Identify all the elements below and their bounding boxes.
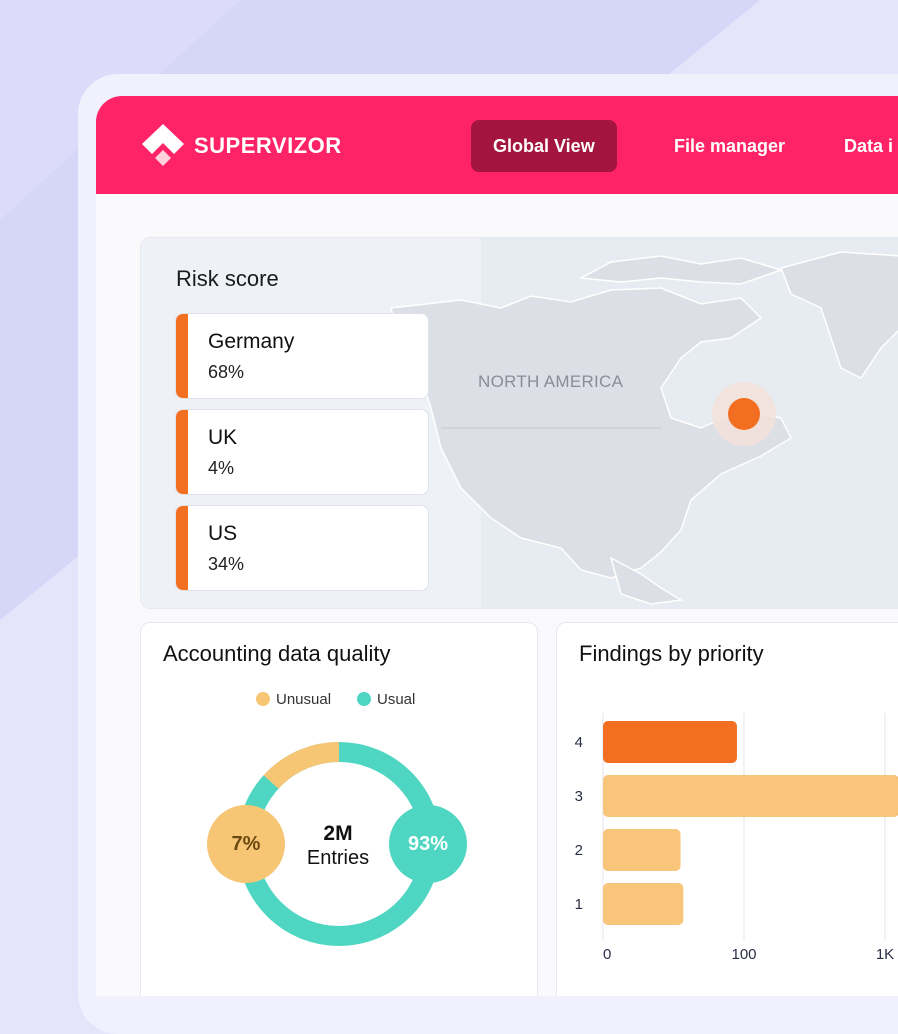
bar-priority-1	[603, 883, 684, 925]
nav-file-manager[interactable]: File manager	[674, 136, 786, 156]
legend-dot-usual	[357, 692, 371, 706]
x-tick-label: 0	[603, 946, 611, 963]
risk-indicator-bar	[176, 410, 188, 494]
y-tick-label: 1	[575, 896, 583, 913]
nav-data-item[interactable]: Data i	[844, 136, 894, 156]
donut-center-label: Entries	[306, 847, 370, 869]
risk-indicator-bar	[176, 314, 188, 398]
risk-item-germany[interactable]: Germany 68%	[175, 313, 429, 399]
x-tick-label: 100	[731, 946, 756, 963]
risk-item-uk[interactable]: UK 4%	[175, 409, 429, 495]
bar-priority-2	[603, 829, 681, 871]
usual-percentage: 93%	[389, 805, 467, 883]
supervizor-logo-icon	[142, 124, 184, 166]
risk-item-us[interactable]: US 34%	[175, 505, 429, 591]
risk-country: UK	[208, 426, 238, 449]
quality-title: Accounting data quality	[163, 641, 391, 666]
accounting-quality-card: Accounting data quality Unusual Usual 2M…	[140, 622, 538, 996]
risk-score-title: Risk score	[176, 266, 279, 291]
donut-center-value: 2M	[323, 822, 353, 845]
risk-location-marker	[728, 398, 760, 430]
legend-label: Unusual	[276, 691, 332, 708]
risk-country: Germany	[208, 330, 295, 353]
y-tick-label: 2	[575, 842, 583, 859]
nav-global-view[interactable]: Global View	[471, 120, 617, 172]
risk-map-card: Risk score Germany 68% UK 4% US 34% NORT…	[140, 237, 898, 609]
risk-indicator-bar	[176, 506, 188, 590]
region-label: NORTH AMERICA	[478, 372, 624, 391]
bar-priority-3	[603, 775, 898, 817]
y-tick-label: 3	[575, 788, 583, 805]
risk-value: 68%	[208, 362, 245, 382]
donut-unusual-segment	[263, 742, 340, 789]
legend-unusual: Unusual	[256, 691, 331, 708]
unusual-percentage: 7%	[207, 805, 285, 883]
legend-usual: Usual	[357, 691, 415, 708]
top-navigation-bar: SUPERVIZOR Global View File manager Data…	[96, 96, 898, 194]
legend-dot-unusual	[256, 692, 270, 706]
findings-card: Findings by priority 0 100 1K 4 3 2 1	[556, 622, 898, 996]
y-tick-label: 4	[575, 734, 583, 751]
legend-label: Usual	[377, 691, 416, 708]
bar-priority-4	[603, 721, 737, 763]
risk-value: 34%	[208, 554, 245, 574]
findings-title: Findings by priority	[579, 641, 764, 666]
findings-bar-chart[interactable]: 0 100 1K 4 3 2 1	[557, 623, 898, 996]
risk-value: 4%	[208, 458, 235, 478]
donut-chart[interactable]	[141, 623, 537, 996]
risk-country: US	[208, 522, 238, 545]
brand-name: SUPERVIZOR	[194, 133, 342, 158]
x-tick-label: 1K	[876, 946, 894, 963]
app-window: SUPERVIZOR Global View File manager Data…	[96, 96, 898, 996]
